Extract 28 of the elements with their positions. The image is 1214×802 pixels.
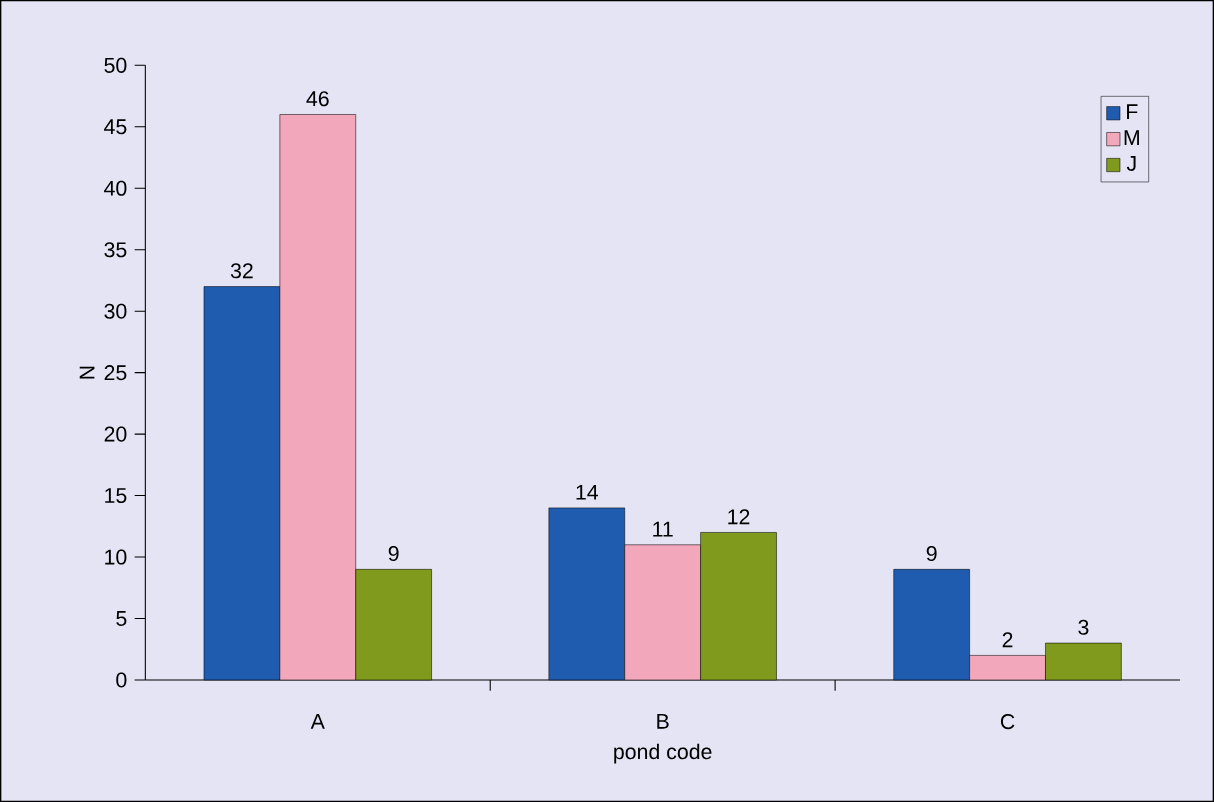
- data-label: 14: [576, 484, 599, 500]
- x-axis-title: pond code: [614, 743, 712, 764]
- y-tick-label: 15: [105, 488, 127, 504]
- y-tick-label: 20: [104, 426, 127, 442]
- y-tick-label: 10: [105, 549, 127, 565]
- y-axis-title: N: [79, 366, 95, 379]
- y-tick-label: 50: [104, 57, 127, 73]
- y-tick-label: 0: [116, 672, 127, 688]
- legend-label: J: [1126, 156, 1136, 171]
- data-label: 32: [230, 263, 253, 279]
- data-label: 3: [1078, 619, 1089, 635]
- data-label: 11: [653, 521, 673, 537]
- y-tick-label: 5: [116, 611, 127, 626]
- y-tick-label: 35: [104, 242, 127, 258]
- data-label: 12: [728, 509, 750, 525]
- y-tick-label: 45: [104, 119, 127, 135]
- x-tick-label: A: [310, 714, 325, 729]
- data-label: 9: [388, 545, 399, 562]
- data-label: 2: [1002, 632, 1013, 648]
- y-tick-label: 30: [104, 303, 127, 319]
- data-label: 9: [926, 545, 937, 562]
- x-tick-label: B: [657, 714, 669, 729]
- x-tick-label: C: [1000, 714, 1015, 730]
- y-tick-label: 25: [104, 365, 127, 381]
- legend-label: F: [1127, 104, 1138, 119]
- data-label: 46: [306, 91, 329, 107]
- y-tick-label: 40: [104, 180, 127, 196]
- legend-label: M: [1124, 130, 1139, 145]
